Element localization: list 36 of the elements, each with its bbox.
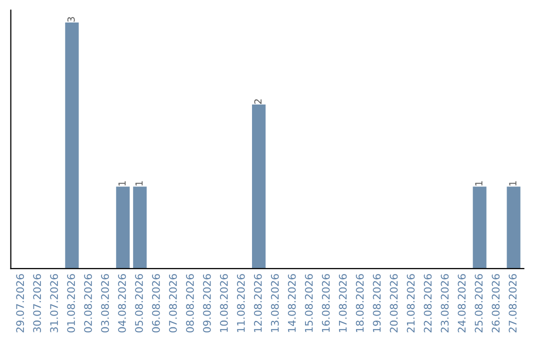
data-label: 1 xyxy=(475,181,482,186)
x-tick-label: 03.08.2026 xyxy=(101,274,109,332)
x-tick-label: 27.08.2026 xyxy=(508,274,517,332)
x-tick-label: 25.08.2026 xyxy=(474,274,483,332)
x-tick-label: 21.08.2026 xyxy=(406,274,415,332)
x-tick-label: 29.07.2026 xyxy=(16,274,24,332)
x-tick-label: 09.08.2026 xyxy=(202,274,211,332)
data-label: 3 xyxy=(67,17,75,22)
x-tick-label: 17.08.2026 xyxy=(338,274,347,332)
x-tick-label: 08.08.2026 xyxy=(186,274,194,332)
data-label: 1 xyxy=(509,181,516,186)
data-label: 1 xyxy=(118,181,126,186)
x-tick-label: 11.08.2026 xyxy=(236,274,245,332)
x-tick-label: 31.07.2026 xyxy=(50,274,58,332)
x-tick-label: 06.08.2026 xyxy=(152,274,160,332)
x-tick-label: 13.08.2026 xyxy=(270,274,279,332)
x-tick-label: 14.08.2026 xyxy=(288,274,296,332)
x-tick-label: 07.08.2026 xyxy=(169,274,177,332)
x-tick-label: 01.08.2026 xyxy=(67,274,75,332)
x-tick-label: 10.08.2026 xyxy=(220,274,228,332)
x-tick-label: 04.08.2026 xyxy=(118,274,126,332)
x-tick-label: 24.08.2026 xyxy=(458,274,466,332)
x-tick-label: 18.08.2026 xyxy=(356,274,364,332)
x-tick-label: 23.08.2026 xyxy=(440,274,449,332)
x-tick-label: 15.08.2026 xyxy=(304,274,313,332)
data-label: 1 xyxy=(135,181,143,186)
x-tick-label: 22.08.2026 xyxy=(424,274,432,332)
x-tick-label: 19.08.2026 xyxy=(372,274,381,332)
x-tick-label: 05.08.2026 xyxy=(135,274,143,332)
x-tick-label: 02.08.2026 xyxy=(84,274,92,332)
x-tick-label: 16.08.2026 xyxy=(322,274,330,332)
data-label: 2 xyxy=(254,99,262,104)
x-tick-label: 30.07.2026 xyxy=(33,274,41,332)
x-tick-label: 20.08.2026 xyxy=(390,274,398,332)
x-tick-label: 12.08.2026 xyxy=(254,274,262,332)
x-tick-label: 26.08.2026 xyxy=(492,274,500,332)
